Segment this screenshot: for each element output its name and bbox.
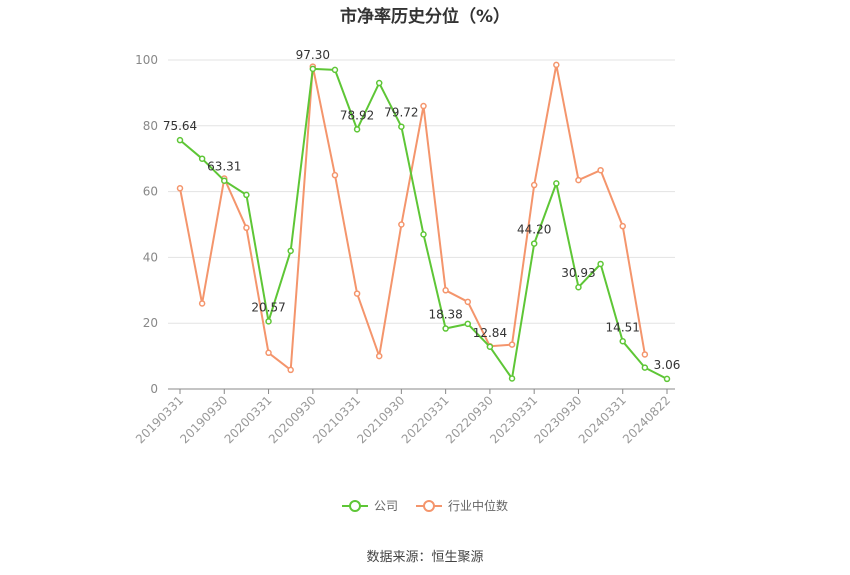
data-label: 18.38 bbox=[428, 308, 462, 322]
series-point-1 bbox=[597, 166, 604, 174]
legend-swatch-industry-icon bbox=[416, 499, 442, 513]
series-point-0 bbox=[597, 260, 604, 268]
y-tick-label: 40 bbox=[143, 250, 158, 264]
series-point-0 bbox=[287, 247, 294, 255]
y-tick-label: 80 bbox=[143, 119, 158, 133]
series-point-1 bbox=[331, 171, 339, 179]
legend-item-company[interactable]: 公司 bbox=[341, 497, 398, 514]
data-label: 75.64 bbox=[163, 119, 197, 133]
data-label: 79.72 bbox=[384, 106, 418, 120]
legend-label-industry-median: 行业中位数 bbox=[448, 499, 509, 513]
series-point-1 bbox=[641, 351, 649, 358]
series-point-1 bbox=[287, 366, 294, 374]
series-point-0 bbox=[375, 79, 383, 87]
series-point-0 bbox=[530, 240, 538, 247]
series-point-0 bbox=[331, 66, 339, 74]
x-tick-label: 20240822 bbox=[620, 393, 673, 446]
data-source-note: 数据来源：恒生聚源 bbox=[366, 550, 484, 565]
series-point-1 bbox=[530, 181, 538, 189]
series-point-0 bbox=[486, 343, 494, 351]
data-label: 20.57 bbox=[251, 300, 285, 314]
series-point-0 bbox=[176, 136, 184, 144]
series-point-1 bbox=[398, 221, 405, 228]
series-point-1 bbox=[553, 61, 560, 69]
y-tick-label: 0 bbox=[150, 382, 158, 396]
series-line-0 bbox=[179, 67, 668, 380]
series-point-1 bbox=[265, 349, 272, 357]
data-label: 78.92 bbox=[340, 108, 374, 122]
data-label: 44.20 bbox=[517, 223, 551, 237]
series-point-0 bbox=[663, 375, 671, 383]
legend-label-company: 公司 bbox=[373, 499, 398, 513]
series-point-0 bbox=[198, 155, 206, 162]
series-point-0 bbox=[641, 364, 649, 371]
series-point-0 bbox=[508, 375, 516, 382]
series-point-0 bbox=[221, 177, 228, 184]
series-point-0 bbox=[309, 65, 317, 73]
series-point-0 bbox=[398, 123, 405, 130]
data-label-layer: 75.64 63.31 20.57 97.30 78.92 79.72 18.38 12.84… bbox=[163, 48, 681, 372]
y-tick-label: 20 bbox=[143, 316, 158, 330]
series-point-1 bbox=[442, 287, 449, 294]
series-point-1 bbox=[375, 352, 383, 360]
data-label: 3.06 bbox=[654, 358, 681, 372]
series-point-0 bbox=[575, 283, 582, 291]
series-point-1 bbox=[198, 300, 206, 307]
series-point-0 bbox=[353, 126, 361, 133]
series-point-1 bbox=[420, 102, 427, 110]
series-point-1 bbox=[575, 176, 582, 184]
legend-item-industry-median[interactable]: 行业中位数 bbox=[416, 497, 508, 514]
series-point-0 bbox=[619, 338, 626, 345]
data-label: 12.84 bbox=[473, 326, 507, 340]
series-point-1 bbox=[619, 222, 626, 230]
y-tick-label: 100 bbox=[135, 53, 158, 67]
series-layer bbox=[176, 61, 671, 383]
series-point-0 bbox=[265, 318, 272, 325]
data-label: 30.93 bbox=[561, 266, 595, 280]
data-label: 97.30 bbox=[296, 48, 330, 62]
series-line-1 bbox=[179, 63, 646, 371]
y-tick-label: 60 bbox=[143, 185, 158, 199]
series-point-1 bbox=[176, 185, 184, 192]
legend: 公司 行业中位数 bbox=[0, 497, 850, 514]
chart-title: 市净率历史分位（%） bbox=[339, 7, 511, 27]
series-point-0 bbox=[553, 180, 560, 187]
data-label: 63.31 bbox=[207, 160, 241, 174]
grid-layer bbox=[168, 59, 675, 324]
series-point-0 bbox=[464, 320, 472, 328]
series-point-0 bbox=[243, 191, 250, 199]
data-label: 14.51 bbox=[606, 320, 640, 334]
series-point-1 bbox=[243, 224, 250, 232]
series-point-1 bbox=[464, 298, 472, 306]
series-point-0 bbox=[442, 325, 449, 332]
legend-swatch-company-icon bbox=[341, 499, 368, 513]
series-point-0 bbox=[420, 231, 427, 238]
series-point-1 bbox=[353, 290, 361, 297]
series-point-1 bbox=[508, 341, 516, 348]
